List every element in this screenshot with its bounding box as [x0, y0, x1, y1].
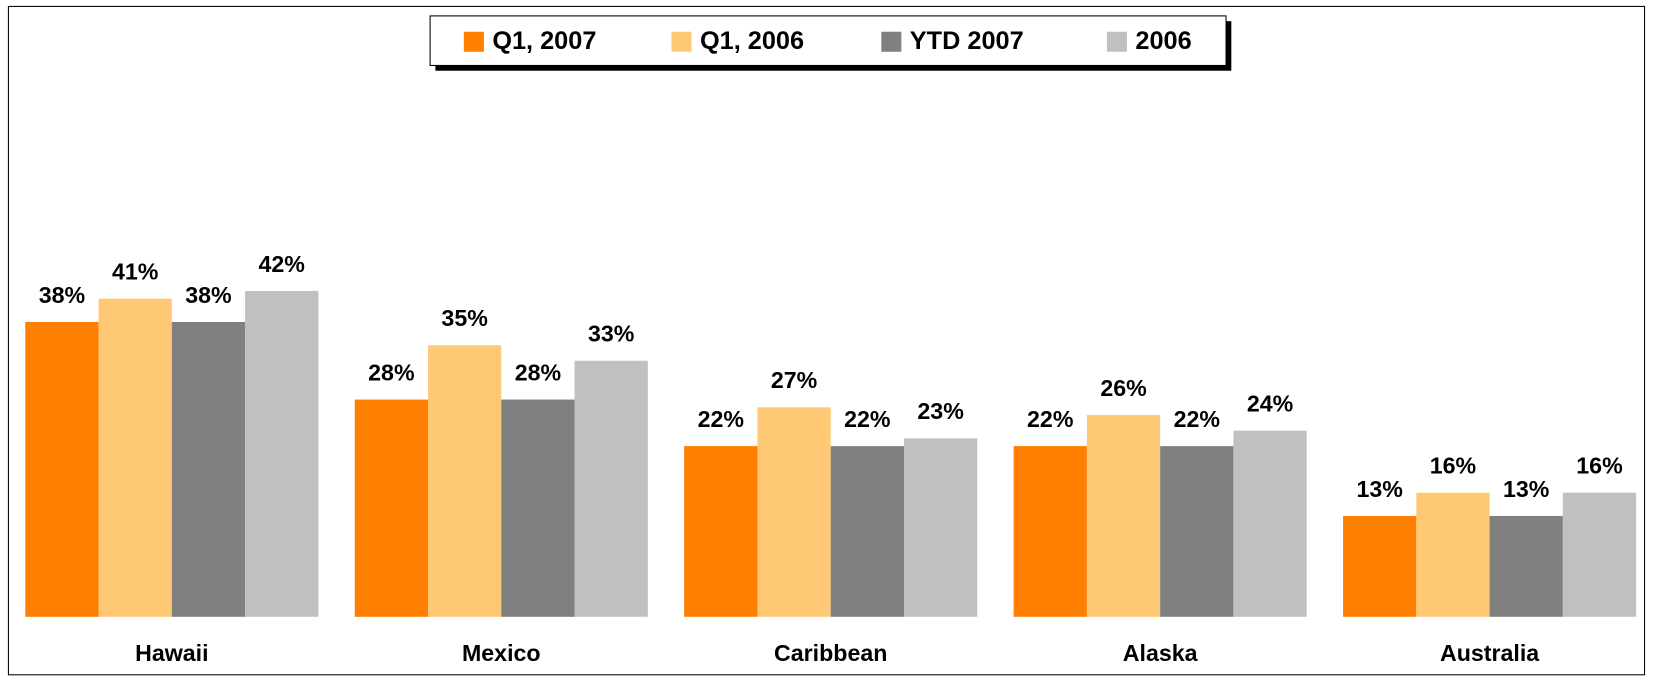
- data-label: 22%: [844, 406, 890, 432]
- legend-swatch: [881, 31, 902, 52]
- data-label: 38%: [185, 282, 231, 308]
- data-label: 22%: [1027, 406, 1073, 432]
- x-tick-label: Caribbean: [774, 640, 887, 666]
- data-label: 13%: [1503, 476, 1549, 502]
- legend-swatch: [463, 31, 484, 52]
- bar: [1086, 415, 1161, 617]
- data-label: 13%: [1356, 476, 1402, 502]
- legend-label: Q1, 2007: [492, 27, 596, 55]
- data-label: 24%: [1247, 390, 1293, 416]
- data-label: 22%: [698, 406, 744, 432]
- legend-box: [429, 15, 1227, 66]
- data-label: 28%: [368, 359, 414, 385]
- bar: [1562, 492, 1637, 617]
- bar: [1160, 446, 1234, 617]
- bar: [25, 321, 99, 617]
- bar: [354, 399, 429, 617]
- data-label: 16%: [1430, 452, 1476, 478]
- legend-label: 2006: [1135, 27, 1191, 55]
- data-label: 35%: [441, 305, 487, 331]
- bar: [501, 399, 575, 617]
- data-label: 23%: [917, 398, 963, 424]
- x-tick-label: Hawaii: [135, 640, 208, 666]
- x-tick-label: Mexico: [462, 640, 541, 666]
- data-label: 33%: [588, 321, 634, 347]
- data-label: 41%: [112, 259, 158, 285]
- legend-swatch: [1106, 31, 1127, 52]
- data-label: 26%: [1100, 375, 1146, 401]
- bar: [574, 360, 648, 617]
- bar: [1013, 446, 1087, 617]
- bar: [1233, 430, 1307, 617]
- x-tick-label: Australia: [1440, 640, 1540, 666]
- data-label: 22%: [1174, 406, 1220, 432]
- bar: [903, 438, 978, 617]
- bar: [830, 446, 904, 617]
- x-tick-label: Alaska: [1123, 640, 1199, 666]
- data-label: 16%: [1576, 452, 1622, 478]
- bar: [757, 407, 831, 617]
- data-label: 38%: [39, 282, 85, 308]
- data-label: 28%: [515, 359, 561, 385]
- bar: [1489, 515, 1563, 617]
- legend-label: Q1, 2006: [700, 27, 804, 55]
- data-label: 27%: [771, 367, 817, 393]
- bar: [245, 290, 319, 617]
- bar: [684, 446, 758, 617]
- data-label: 42%: [259, 251, 305, 277]
- legend-swatch: [671, 31, 692, 52]
- bar: [98, 298, 172, 617]
- bar: [428, 345, 502, 617]
- bar: [171, 321, 246, 617]
- bar: [1416, 492, 1490, 617]
- legend-label: YTD 2007: [910, 27, 1024, 55]
- bar: [1343, 515, 1417, 617]
